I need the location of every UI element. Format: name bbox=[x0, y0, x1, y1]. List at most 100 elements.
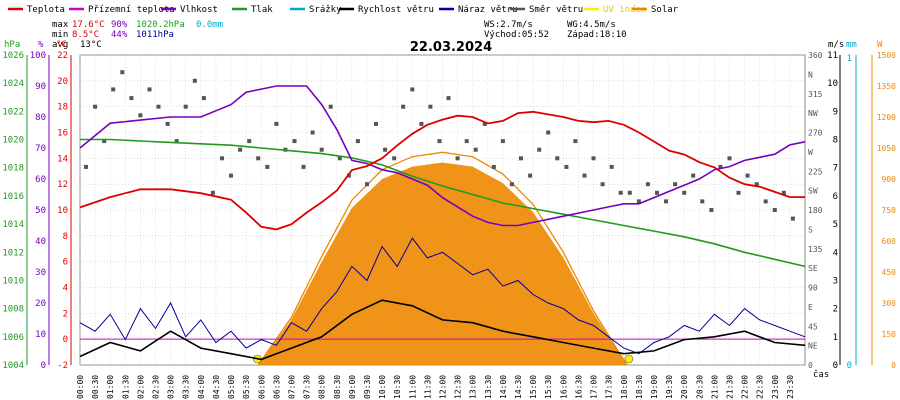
tick-press_ticks-8: 1010 bbox=[2, 276, 24, 286]
series-solar-area bbox=[258, 162, 627, 365]
dir-point-13 bbox=[201, 96, 206, 101]
tick-temp_ticks-6: 10 bbox=[57, 206, 68, 216]
dir-point-20 bbox=[265, 164, 270, 169]
dir-point-50 bbox=[537, 147, 542, 152]
tick-hum_ticks-7: 30 bbox=[35, 268, 46, 278]
dir-point-33 bbox=[383, 147, 388, 152]
dir-point-72 bbox=[736, 190, 741, 195]
legend: Teplota Přízemní teplota Vlhkost Tlak Srážky… bbox=[8, 5, 679, 15]
tick-dir_ticks-5: W bbox=[808, 148, 813, 157]
dir-point-24 bbox=[301, 164, 306, 169]
stat-sunset: Západ:18:10 bbox=[567, 30, 627, 40]
stat-max-temp: 17.6°C bbox=[72, 20, 105, 30]
stat-min-press: 1011hPa bbox=[136, 30, 174, 40]
x-tick-22: 11:00 bbox=[408, 375, 417, 399]
unit-temp: °C bbox=[56, 40, 67, 50]
x-tick-41: 20:30 bbox=[695, 375, 704, 399]
tick-wind_ticks-4: 7 bbox=[833, 164, 838, 174]
x-tick-28: 14:00 bbox=[499, 375, 508, 399]
tick-hum_ticks-0: 100 bbox=[30, 51, 46, 61]
legend-label-1: Přízemní teplota bbox=[88, 5, 175, 15]
dir-point-30 bbox=[355, 139, 360, 144]
x-tick-2: 01:00 bbox=[106, 375, 115, 399]
tick-dir_ticks-9: S bbox=[808, 225, 813, 234]
tick-temp_ticks-0: 22 bbox=[57, 51, 68, 61]
chart-title: 22.03.2024 bbox=[410, 40, 492, 55]
x-tick-18: 09:00 bbox=[348, 375, 357, 399]
tick-press_ticks-3: 1020 bbox=[2, 136, 24, 146]
stat-max-hum: 90% bbox=[111, 20, 128, 30]
dir-point-60 bbox=[627, 190, 632, 195]
tick-press_ticks-2: 1022 bbox=[2, 107, 24, 117]
dir-point-40 bbox=[446, 96, 451, 101]
x-tick-30: 15:00 bbox=[529, 375, 538, 399]
x-tick-6: 03:00 bbox=[167, 375, 176, 399]
x-tick-13: 06:30 bbox=[272, 375, 281, 399]
dir-point-63 bbox=[655, 190, 659, 195]
tick-solar_ticks-8: 300 bbox=[882, 299, 897, 308]
x-tick-15: 07:30 bbox=[303, 375, 312, 399]
dir-point-69 bbox=[709, 208, 714, 212]
dir-point-76 bbox=[772, 208, 777, 212]
dir-point-49 bbox=[528, 173, 533, 178]
tick-solar_ticks-1: 1350 bbox=[877, 82, 896, 91]
dir-point-18 bbox=[247, 139, 252, 144]
tick-temp_ticks-7: 8 bbox=[63, 232, 68, 242]
dir-point-47 bbox=[510, 182, 514, 187]
stat-ws: WS:2.7m/s bbox=[484, 20, 533, 30]
x-tick-5: 02:30 bbox=[152, 375, 161, 399]
tick-hum_ticks-4: 60 bbox=[35, 175, 46, 185]
stat-avg-label: avg bbox=[52, 40, 68, 50]
tick-dir_ticks-7: SW bbox=[808, 187, 818, 196]
dir-point-77 bbox=[781, 190, 786, 195]
stat-wg: WG:4.5m/s bbox=[567, 20, 616, 30]
x-tick-23: 11:30 bbox=[423, 375, 432, 399]
dir-point-25 bbox=[310, 130, 315, 135]
dir-point-12 bbox=[192, 78, 197, 83]
tick-press_ticks-11: 1004 bbox=[2, 361, 24, 371]
legend-label-8: UV index bbox=[603, 5, 647, 15]
axis-units: hPa % °C m/s mm W čas bbox=[4, 40, 883, 380]
x-tick-44: 22:00 bbox=[741, 375, 750, 399]
tick-wind_ticks-7: 4 bbox=[833, 248, 838, 258]
tick-dir_ticks-4: 270 bbox=[808, 129, 823, 138]
x-tick-47: 23:30 bbox=[786, 375, 795, 399]
dir-point-21 bbox=[274, 121, 279, 126]
dir-point-64 bbox=[664, 199, 668, 204]
dir-point-66 bbox=[682, 190, 687, 195]
series-press-line bbox=[80, 138, 806, 268]
dir-point-34 bbox=[392, 156, 397, 161]
stats-block: max 17.6°C 90% 1020.2hPa 0.0mm min 8.5°C… bbox=[52, 20, 627, 50]
tick-temp_ticks-8: 6 bbox=[63, 258, 68, 268]
tick-rain_ticks-1: 0 bbox=[847, 361, 852, 371]
dir-point-65 bbox=[673, 182, 678, 187]
x-tick-24: 12:00 bbox=[439, 375, 448, 399]
tick-wind_ticks-9: 2 bbox=[833, 305, 838, 315]
dir-point-2 bbox=[102, 139, 107, 144]
dir-point-15 bbox=[220, 156, 224, 161]
tick-dir_ticks-8: 180 bbox=[808, 206, 823, 215]
x-tick-37: 18:30 bbox=[635, 375, 644, 399]
x-tick-34: 17:00 bbox=[590, 375, 599, 399]
x-tick-29: 14:30 bbox=[514, 375, 523, 399]
tick-solar_ticks-2: 1200 bbox=[877, 113, 896, 122]
x-tick-0: 00:00 bbox=[76, 375, 85, 399]
x-tick-25: 12:30 bbox=[454, 375, 463, 399]
x-tick-1: 00:30 bbox=[91, 375, 100, 399]
tick-temp_ticks-4: 14 bbox=[57, 154, 68, 164]
legend-label-2: Vlhkost bbox=[180, 5, 218, 15]
x-tick-16: 08:00 bbox=[318, 375, 327, 399]
x-tick-12: 06:00 bbox=[257, 375, 266, 399]
dir-point-78 bbox=[790, 216, 795, 221]
dir-point-27 bbox=[328, 104, 333, 109]
dir-point-10 bbox=[174, 139, 179, 144]
dir-point-4 bbox=[120, 70, 125, 75]
tick-hum_ticks-5: 50 bbox=[35, 206, 46, 216]
dir-point-73 bbox=[745, 173, 750, 178]
dir-point-16 bbox=[229, 173, 233, 178]
stat-min-temp: 8.5°C bbox=[72, 30, 99, 40]
series-temp-line bbox=[79, 110, 805, 231]
dir-point-11 bbox=[183, 104, 188, 109]
tick-press_ticks-7: 1012 bbox=[2, 248, 24, 258]
dir-point-31 bbox=[365, 182, 369, 187]
